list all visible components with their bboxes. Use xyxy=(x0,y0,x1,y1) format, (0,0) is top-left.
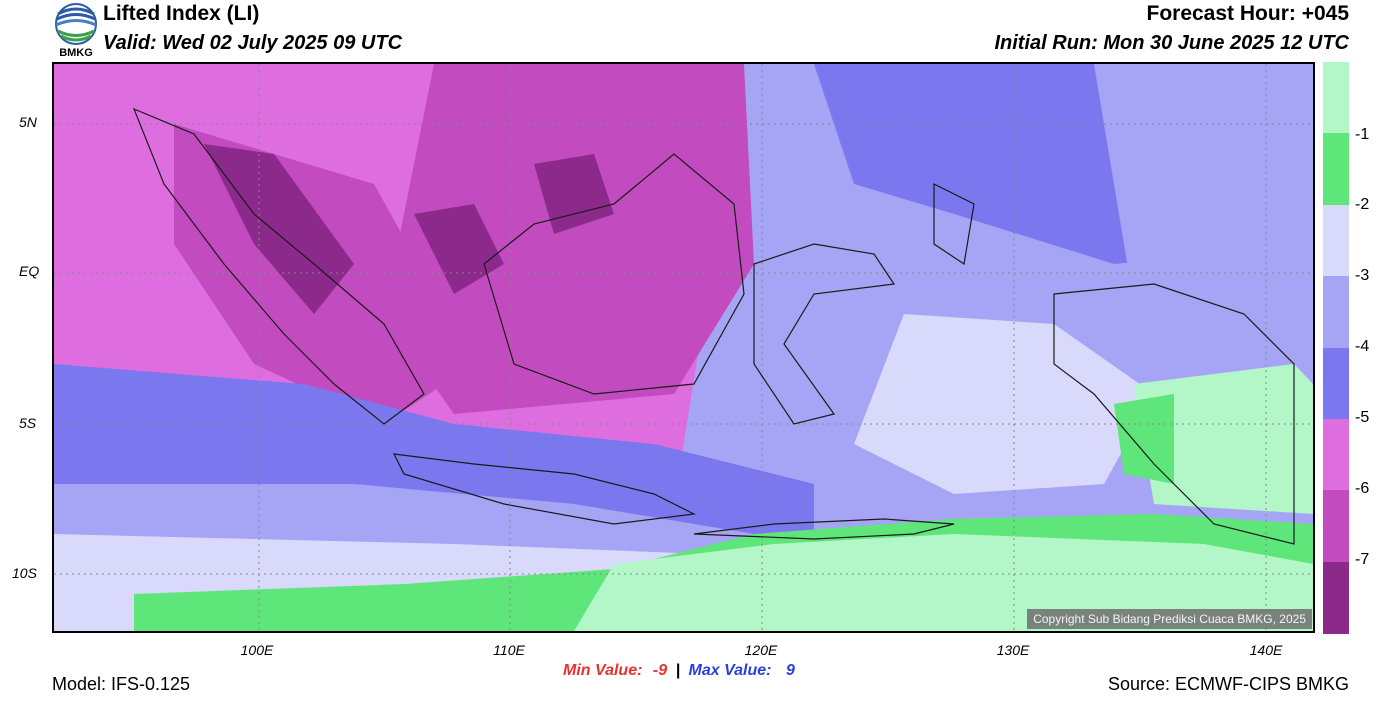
graticule xyxy=(54,64,1313,631)
lon-tick-120e: 120E xyxy=(744,642,778,658)
field-region-core-2 xyxy=(414,204,504,294)
field-region-ne-light xyxy=(1094,64,1313,394)
field-region-arafura xyxy=(1134,364,1313,514)
papua-coast xyxy=(1053,283,1295,545)
lon-tick-130e: 130E xyxy=(996,642,1030,658)
min-max-readout: Min Value: -9 | Max Value: 9 xyxy=(563,662,795,680)
min-label: Min Value: xyxy=(563,662,643,679)
legend-swatch xyxy=(1323,62,1349,134)
lon-tick-110e: 110E xyxy=(493,642,525,658)
java-coast xyxy=(392,453,697,525)
field-region-arafura-green xyxy=(1114,394,1174,484)
field-region-core-3 xyxy=(534,154,614,234)
legend-swatch xyxy=(1323,133,1349,206)
copyright-note: Copyright Sub Bidang Prediksi Cuaca BMKG… xyxy=(1027,609,1312,629)
lat-tick-5n: 5N xyxy=(19,114,37,130)
legend-swatch xyxy=(1323,276,1349,348)
logo-text: BMKG xyxy=(59,47,93,59)
sumatra-coast xyxy=(132,107,425,425)
source-label: Source: ECMWF-CIPS BMKG xyxy=(1107,674,1349,694)
max-label: Max Value: xyxy=(688,662,772,679)
initial-run: Initial Run: Mon 30 June 2025 12 UTC xyxy=(994,32,1349,54)
field-region-core-1 xyxy=(204,144,354,314)
forecast-hour: Forecast Hour: +045 xyxy=(1146,2,1350,25)
lat-tick-5s: 5S xyxy=(19,415,37,431)
map-panel xyxy=(52,62,1315,633)
lon-tick-100e: 100E xyxy=(240,642,274,658)
coastlines xyxy=(132,107,1295,545)
field-region-banda xyxy=(854,314,1154,494)
chart-title: Lifted Index (LI) xyxy=(103,2,260,25)
legend-label-7: -7 xyxy=(1355,551,1370,568)
legend-label-3: -3 xyxy=(1355,267,1370,284)
model-label: Model: IFS-0.125 xyxy=(52,674,191,694)
nusa-tenggara-coast xyxy=(693,518,955,540)
min-value: -9 xyxy=(652,662,668,679)
lat-tick-10s: 10S xyxy=(12,565,37,581)
field-region-borneo xyxy=(384,64,754,414)
bmkg-logo: BMKG xyxy=(52,2,100,60)
max-value: 9 xyxy=(785,662,795,679)
field-region-southeast-light xyxy=(574,534,1313,631)
legend-label-4: -4 xyxy=(1355,338,1370,355)
legend-label-5: -5 xyxy=(1355,409,1370,426)
halmahera-coast xyxy=(933,183,975,266)
lifted-index-field xyxy=(54,64,1313,631)
legend-swatch xyxy=(1323,490,1349,563)
valid-time: Valid: Wed 02 July 2025 09 UTC xyxy=(103,32,403,54)
borneo-coast xyxy=(483,153,745,395)
legend-label-6: -6 xyxy=(1355,480,1370,497)
legend-swatch xyxy=(1323,347,1349,420)
legend-swatch xyxy=(1323,204,1349,277)
legend-label-1: -1 xyxy=(1355,126,1370,143)
bmkg-logo-icon xyxy=(55,3,97,45)
separator: | xyxy=(675,662,681,679)
lat-tick-eq: EQ xyxy=(19,263,40,279)
color-legend xyxy=(1323,62,1349,634)
lon-tick-140e: 140E xyxy=(1249,642,1283,658)
legend-swatch xyxy=(1323,561,1349,634)
sulawesi-coast xyxy=(753,243,896,425)
legend-swatch xyxy=(1323,418,1349,491)
legend-label-2: -2 xyxy=(1355,196,1370,213)
